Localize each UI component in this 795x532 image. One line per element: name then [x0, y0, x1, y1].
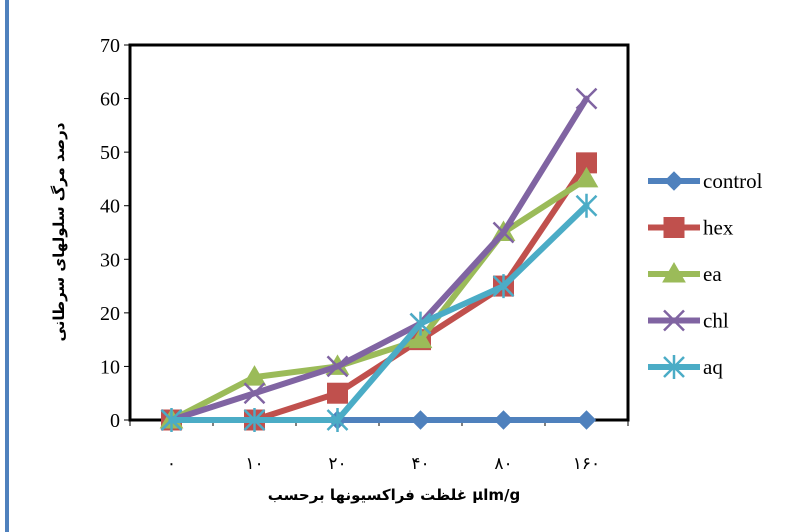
legend-marker	[662, 262, 686, 283]
legend-label: chl	[703, 309, 729, 333]
data-point-aq	[160, 408, 183, 432]
series-ea	[159, 166, 599, 429]
legend-entry-control: control	[648, 169, 763, 193]
legend-marker	[664, 171, 684, 191]
x-axis-label: غلظت فراکسیونها برحسب μlm/g	[268, 486, 520, 504]
data-point-chl	[575, 87, 598, 110]
data-point-chl	[492, 221, 515, 244]
legend-marker	[663, 217, 685, 238]
y-tick-label: 50	[100, 142, 120, 164]
series-line-ea	[168, 175, 590, 423]
x-tick-label: ۸۰	[494, 454, 512, 473]
data-point-ea	[408, 327, 433, 349]
series-line-aq	[168, 202, 590, 423]
legend-entry-ea: ea	[648, 262, 722, 286]
legend-entry-chl: chl	[648, 309, 729, 333]
x-tick-label: ۱۰	[245, 454, 263, 473]
y-tick-label: 40	[100, 196, 120, 218]
series-line-chl	[168, 95, 590, 423]
legend-entry-aq: aq	[648, 355, 723, 379]
legend-label: hex	[703, 216, 734, 240]
legend-entry-hex: hex	[648, 216, 734, 240]
y-tick-label: 60	[100, 89, 120, 111]
data-point-aq	[409, 311, 432, 336]
data-point-chl	[326, 355, 349, 378]
x-tick-label: ۲۰	[328, 454, 346, 473]
data-point-aq	[326, 408, 349, 432]
legend-label: control	[703, 169, 763, 193]
data-point-aq	[492, 274, 515, 299]
data-point-control	[493, 410, 514, 430]
legend-label: aq	[703, 355, 723, 379]
legend-marker	[663, 309, 685, 332]
legend-marker	[663, 355, 685, 379]
x-tick-label: ۱۶۰	[573, 454, 600, 473]
y-tick-label: 30	[100, 249, 120, 271]
data-point-aq	[575, 193, 598, 218]
legend-label: ea	[703, 262, 722, 286]
data-point-control	[410, 410, 431, 430]
y-tick-label: 10	[100, 356, 120, 378]
data-point-control	[576, 410, 597, 430]
data-point-ea	[574, 166, 599, 188]
series-aq	[160, 193, 598, 432]
data-point-ea	[242, 365, 267, 386]
y-tick-label: 70	[100, 35, 120, 57]
left-accent-bar	[5, 0, 9, 532]
data-point-chl	[243, 382, 266, 405]
x-tick-label: ۴۰	[411, 454, 429, 473]
data-point-hex	[327, 382, 348, 404]
x-tick-label: ۰	[167, 454, 176, 473]
y-axis-label: درصد مرگ سلولهای سرطانی	[50, 122, 68, 341]
y-tick-label: 0	[110, 410, 120, 432]
data-point-aq	[243, 408, 266, 432]
y-tick-label: 20	[100, 303, 120, 325]
